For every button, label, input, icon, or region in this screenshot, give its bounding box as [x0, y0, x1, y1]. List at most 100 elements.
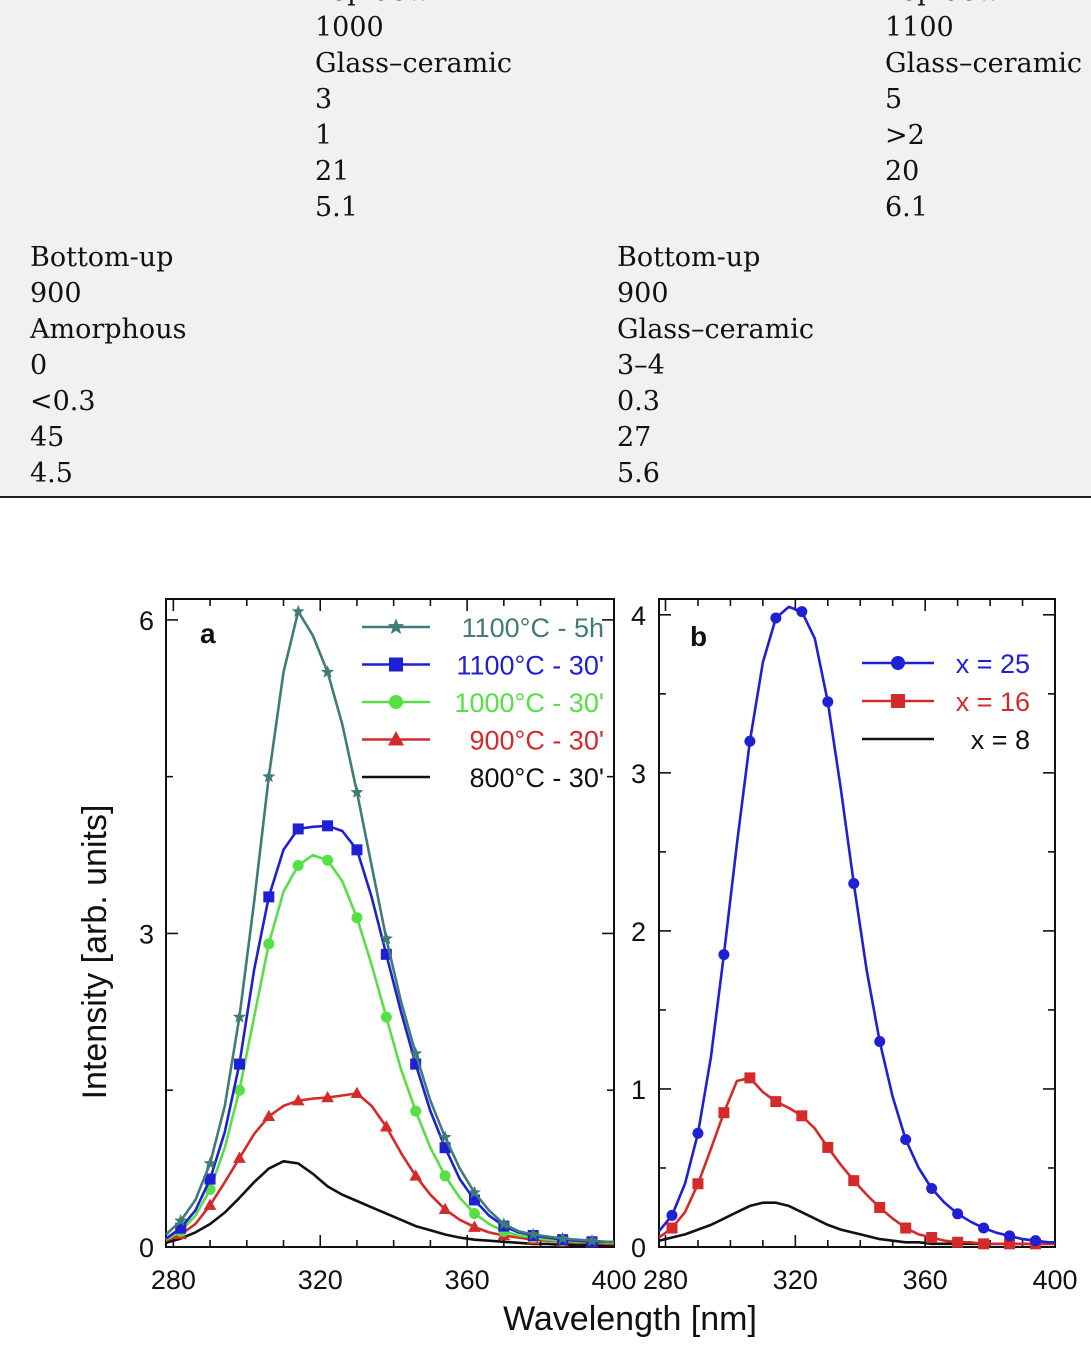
data-point	[322, 820, 334, 832]
data-point	[291, 604, 305, 618]
legend-marker	[387, 618, 405, 635]
data-point	[175, 1222, 187, 1234]
data-point	[848, 1175, 860, 1187]
value-4: 5.6	[617, 458, 660, 489]
x-axis-title: Wavelength [nm]	[503, 1300, 757, 1338]
data-point	[822, 696, 834, 708]
value-2: 0.3	[617, 386, 660, 417]
value-2: 1	[315, 120, 333, 151]
data-point	[439, 1142, 451, 1154]
data-point	[409, 1169, 423, 1181]
legend-label: 1000°C - 30'	[454, 688, 604, 718]
data-point	[952, 1208, 964, 1220]
data-point	[438, 1202, 452, 1215]
legend-label: x = 16	[956, 687, 1030, 717]
temperature-value: 1000	[315, 12, 384, 43]
x-tick-label: 400	[591, 1265, 636, 1295]
data-point	[692, 1127, 704, 1139]
y-tick-label: 2	[631, 917, 646, 947]
data-point	[380, 948, 392, 960]
data-point	[1004, 1230, 1016, 1242]
series-line	[657, 605, 1055, 1244]
data-point	[410, 1105, 422, 1117]
x-tick-label: 400	[1032, 1265, 1077, 1295]
series-line	[658, 1076, 1055, 1246]
table-bottom-rule	[0, 496, 1091, 498]
legend-marker	[389, 657, 403, 672]
method-label: Bottom-up	[30, 242, 174, 273]
legend-label: 1100°C - 5h	[462, 613, 604, 643]
legend-marker	[387, 731, 405, 746]
data-point	[848, 877, 860, 889]
y-tick-label: 0	[631, 1233, 646, 1263]
data-point	[666, 1209, 678, 1221]
data-point	[468, 1208, 480, 1220]
phase-value: Glass–ceramic	[885, 48, 1082, 79]
data-point	[232, 1010, 246, 1023]
data-point	[467, 1185, 481, 1199]
table-cell-top-down-1000: Top-down 1000 Glass–ceramic 3 1 21 5.1	[315, 0, 512, 226]
value-2: >2	[885, 120, 925, 151]
value-3: 21	[315, 156, 350, 187]
data-point	[874, 1201, 886, 1213]
data-point	[233, 1084, 245, 1096]
method-label: Bottom-up	[617, 242, 761, 273]
data-point	[204, 1173, 216, 1185]
panel-a-chart: 280 320 360 400 0 3 6 a 1100°C - 5h 1100°C - 30' 1…	[139, 598, 637, 1295]
table-cell-bottom-up-glass-ceramic: Bottom-up 900 Glass–ceramic 3–4 0.3 27 5…	[617, 240, 814, 492]
value-2: <0.3	[30, 386, 96, 417]
x-tick-label: 360	[903, 1265, 948, 1295]
phase-value: Glass–ceramic	[315, 48, 512, 79]
plot-frame	[658, 598, 1056, 1248]
data-point	[263, 891, 275, 903]
legend-marker	[389, 695, 403, 709]
temperature-value: 1100	[885, 12, 954, 43]
panel-letter: b	[690, 621, 707, 652]
data-point	[439, 1170, 451, 1182]
data-point	[796, 606, 808, 618]
data-point	[203, 1156, 217, 1169]
data-point	[718, 1107, 730, 1119]
y-axis-title: Intensity [arb. units]	[76, 805, 114, 1100]
legend-label: x = 8	[971, 725, 1030, 755]
data-point	[321, 665, 335, 678]
x-tick-label: 360	[445, 1265, 490, 1295]
value-3: 27	[617, 422, 652, 453]
data-point	[770, 1096, 782, 1108]
data-point	[718, 949, 730, 961]
data-point	[438, 1130, 452, 1143]
x-tick-label: 280	[643, 1265, 688, 1295]
data-point	[233, 1151, 246, 1163]
table-cell-top-down-1100: Top-down 1100 Glass–ceramic 5 >2 20 6.1	[885, 0, 1082, 226]
data-point	[952, 1236, 964, 1248]
data-point	[262, 769, 276, 783]
series-line	[165, 1160, 614, 1247]
method-label: Top-down	[315, 0, 512, 10]
data-point	[262, 1109, 276, 1122]
data-point	[926, 1183, 938, 1195]
series-line	[165, 853, 614, 1245]
data-point	[350, 785, 364, 798]
legend-label: 1100°C - 30'	[456, 651, 604, 681]
legend-label: 800°C - 30'	[469, 763, 604, 793]
phase-value: Glass–ceramic	[617, 314, 814, 345]
value-4: 5.1	[315, 192, 358, 223]
legend-marker	[891, 656, 905, 670]
plot-frame	[165, 598, 615, 1248]
value-1: 5	[885, 84, 903, 115]
series-line	[658, 1201, 1055, 1246]
data-point	[322, 854, 334, 866]
data-point	[900, 1134, 912, 1146]
value-1: 0	[30, 350, 48, 381]
data-point	[263, 938, 275, 950]
data-point	[1004, 1238, 1016, 1250]
data-point	[174, 1214, 188, 1227]
y-tick-label: 3	[631, 759, 646, 789]
data-point	[796, 1110, 808, 1122]
data-point	[409, 1046, 423, 1060]
data-point	[468, 1194, 480, 1206]
data-point	[526, 1227, 540, 1240]
value-3: 20	[885, 156, 920, 187]
data-point	[379, 931, 393, 945]
